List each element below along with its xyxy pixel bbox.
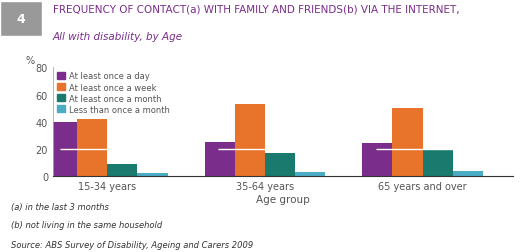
Bar: [362, 144, 393, 176]
Bar: [423, 149, 453, 176]
X-axis label: Age group: Age group: [256, 194, 310, 204]
Bar: [453, 171, 483, 176]
Text: Source: ABS Survey of Disability, Ageing and Carers 2009: Source: ABS Survey of Disability, Ageing…: [11, 240, 253, 249]
Bar: [235, 105, 265, 176]
Bar: [77, 119, 107, 176]
Text: 4: 4: [17, 13, 25, 26]
Text: (b) not living in the same household: (b) not living in the same household: [11, 220, 162, 229]
Bar: [393, 109, 423, 176]
Bar: [205, 143, 235, 176]
Bar: [265, 153, 295, 176]
Text: (a) in the last 3 months: (a) in the last 3 months: [11, 202, 108, 211]
Bar: [107, 164, 138, 176]
FancyBboxPatch shape: [0, 2, 42, 37]
Y-axis label: %: %: [25, 56, 34, 66]
Text: All with disability, by Age: All with disability, by Age: [53, 32, 183, 42]
Bar: [47, 122, 77, 176]
Bar: [295, 172, 325, 176]
Text: FREQUENCY OF CONTACT(a) WITH FAMILY AND FRIENDS(b) VIA THE INTERNET,: FREQUENCY OF CONTACT(a) WITH FAMILY AND …: [53, 5, 460, 14]
Bar: [138, 174, 168, 176]
Legend: At least once a day, At least once a week, At least once a month, Less than once: At least once a day, At least once a wee…: [57, 72, 170, 114]
